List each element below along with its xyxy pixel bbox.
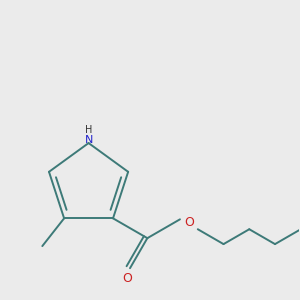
Text: H: H bbox=[85, 125, 92, 135]
Text: O: O bbox=[122, 272, 132, 285]
Text: O: O bbox=[184, 216, 194, 229]
Text: N: N bbox=[84, 135, 93, 145]
